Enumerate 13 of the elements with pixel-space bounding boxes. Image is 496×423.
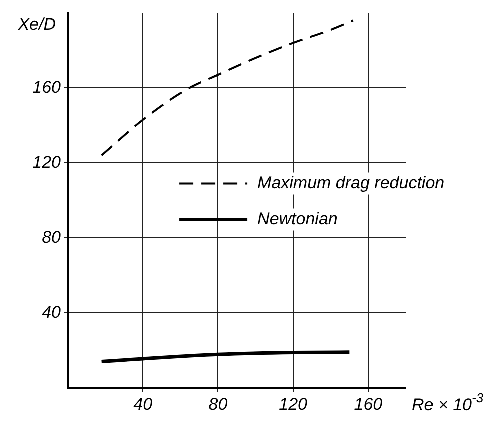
- x-tick-label: 160: [354, 394, 384, 414]
- y-tick-label: 120: [32, 152, 62, 172]
- y-axis-title: Xe/D: [17, 14, 56, 34]
- y-tick-label: 80: [42, 228, 62, 247]
- y-tick-label: 160: [32, 78, 62, 97]
- x-tick-label: 40: [134, 394, 154, 414]
- line-series: [100, 350, 352, 364]
- y-tick-label: 40: [42, 302, 62, 322]
- x-tick-label: 80: [208, 394, 228, 414]
- legend-label: Maximum drag reduction: [258, 173, 445, 192]
- legend-label: Newtonian: [258, 209, 338, 228]
- line-series: [100, 20, 354, 157]
- x-tick-label: 120: [279, 394, 308, 414]
